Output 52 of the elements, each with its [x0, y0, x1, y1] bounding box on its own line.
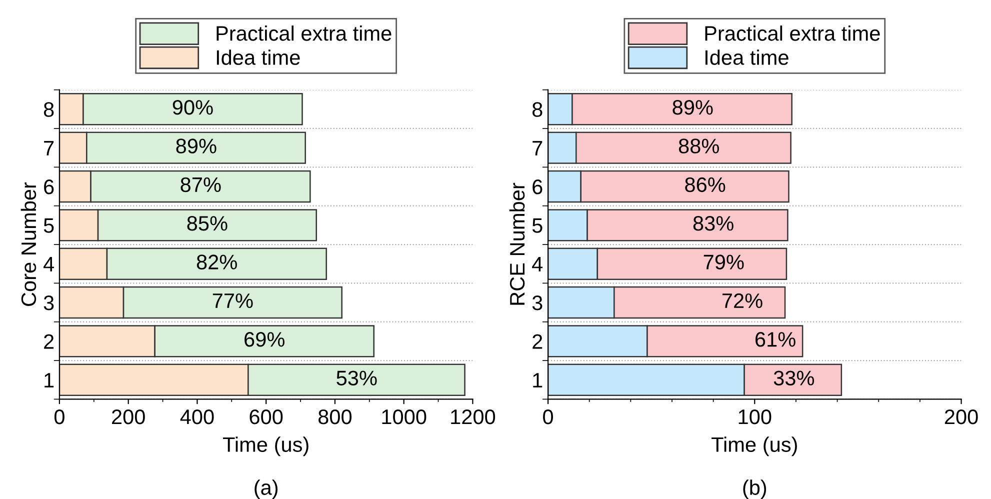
annotation: 72%: [722, 293, 762, 308]
x-tick-label: 0: [543, 409, 553, 424]
annotation: 88%: [678, 138, 719, 154]
x-axis-title: Time (us): [712, 436, 797, 456]
x-tick-label: 600: [250, 409, 283, 424]
annotation: 87%: [180, 177, 221, 192]
text: (b): [743, 480, 766, 499]
x-tick-label: 200: [112, 409, 145, 424]
y-tick-label: 2: [44, 334, 54, 349]
x-tick-label: 0: [54, 409, 64, 424]
legend-label: Idea time: [216, 50, 300, 65]
annotation: 61%: [756, 332, 796, 347]
text: (a): [254, 480, 278, 499]
annotation: 85%: [187, 216, 228, 231]
x-tick-label: 400: [180, 409, 214, 424]
legend-label: Idea time: [706, 50, 788, 65]
y-tick-label: 8: [44, 102, 54, 117]
annotation: 53%: [336, 370, 377, 386]
annotation: 90%: [172, 100, 213, 115]
annotation: 83%: [693, 216, 734, 231]
y-tick-label: 5: [532, 218, 542, 233]
annotation: 79%: [704, 254, 744, 270]
y-tick-label: 5: [44, 218, 54, 233]
y-axis-title: RCE Number: [509, 182, 525, 305]
annotation: 69%: [244, 332, 284, 347]
y-axis-title: Core Number: [20, 182, 36, 306]
y-tick-label: 1: [533, 373, 542, 388]
x-tick-label: 1200: [451, 409, 496, 424]
legend-label: Practical extra time: [705, 26, 880, 41]
legend-label: Practical extra time: [216, 26, 392, 41]
y-tick-label: 3: [44, 296, 54, 310]
annotation: 82%: [196, 254, 237, 270]
y-tick-label: 3: [532, 296, 542, 310]
annotation: 86%: [685, 177, 726, 192]
x-tick-label: 800: [318, 409, 352, 424]
y-tick-label: 1: [44, 373, 54, 388]
annotation: 77%: [212, 293, 253, 308]
x-tick-label: 1000: [382, 409, 426, 424]
y-tick-label: 6: [532, 180, 542, 194]
y-tick-label: 7: [44, 141, 54, 156]
annotation: 89%: [176, 138, 216, 154]
y-tick-label: 7: [532, 141, 542, 156]
annotation: 89%: [672, 100, 713, 115]
x-tick-label: 100: [738, 409, 772, 424]
y-tick-label: 2: [532, 334, 542, 349]
annotation: 33%: [774, 370, 814, 386]
y-tick-label: 8: [532, 102, 542, 117]
x-tick-label: 200: [944, 409, 978, 424]
y-tick-label: 4: [532, 257, 543, 272]
y-tick-label: 4: [43, 257, 54, 272]
x-axis-title: Time (us): [222, 436, 308, 456]
y-tick-label: 6: [44, 180, 54, 194]
